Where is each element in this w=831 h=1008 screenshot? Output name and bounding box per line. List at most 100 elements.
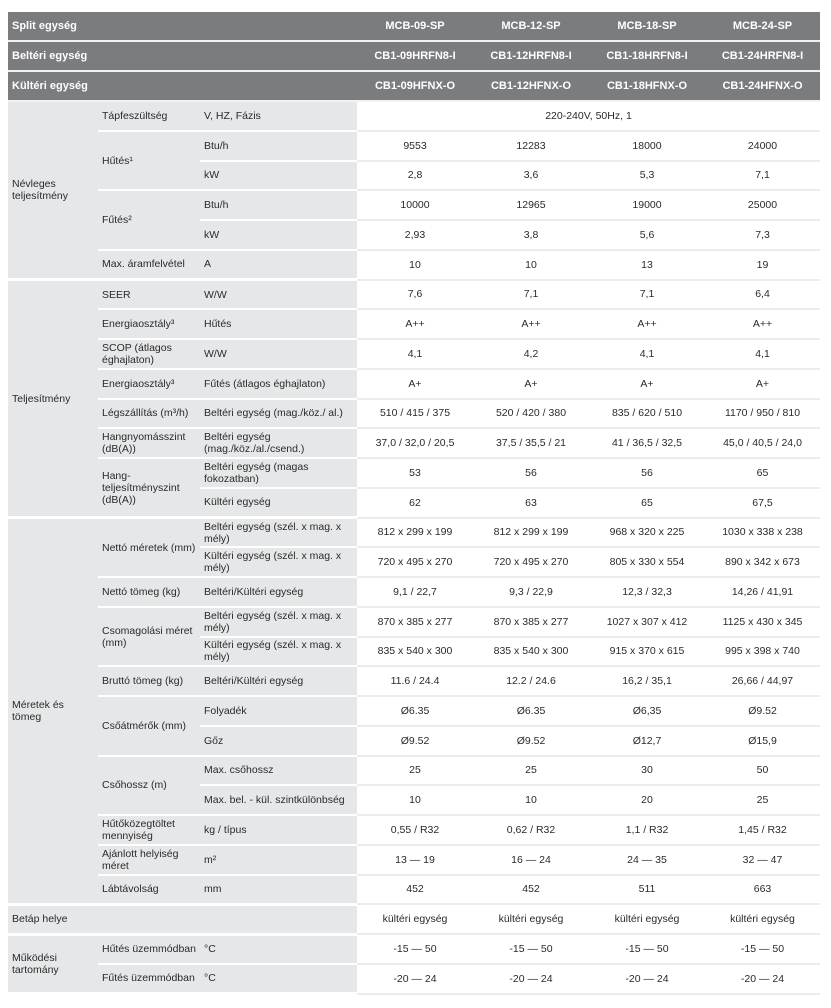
value-cell: 663 (705, 874, 820, 906)
value-cell: 452 (357, 874, 473, 906)
value-cell: 835 / 620 / 510 (589, 398, 705, 430)
value-cell: Ø6,35 (589, 696, 705, 727)
unit-label: A (200, 249, 357, 281)
value-cell: 720 x 495 x 270 (473, 547, 589, 578)
unit-label: Max. bel. - kül. szintkülönbség (200, 785, 357, 816)
table-row: Névleges teljesítmény Tápfeszültség V, HZ,… (8, 101, 820, 281)
table-row: Fűtés² Btu/h 10000 12965 19000 25000 (8, 190, 820, 251)
header-value: MCB-09-SP (357, 12, 473, 42)
value-cell: 10 (357, 785, 473, 816)
value-cell: 1030 x 338 x 238 (705, 517, 820, 549)
value-cell: 12,3 / 32,3 (589, 577, 705, 608)
unit-label: Folyadék (200, 696, 357, 727)
value-cell: 510 / 415 / 375 (357, 398, 473, 430)
value-cell: 7,3 (705, 220, 820, 251)
value-cell: 805 x 330 x 554 (589, 547, 705, 578)
section-label: Működési tartomány (8, 934, 98, 995)
value-cell: 25 (357, 755, 473, 787)
group-label: Nettó tömeg (kg) (98, 577, 200, 608)
value-cell: 56 (473, 458, 589, 489)
unit-label: Hűtés (200, 309, 357, 340)
value-cell: 7,1 (473, 279, 589, 311)
table-row: Ajánlott helyiség méret m² 13 — 19 16 — 24 2… (8, 844, 820, 876)
value-cell: 2,8 (357, 160, 473, 192)
value-cell: -20 — 24 (473, 963, 589, 995)
group-label: Lábtávolság (98, 874, 200, 906)
table-row: Hang-teljesítményszint (dB(A)) Beltéri eg… (8, 458, 820, 519)
group-label: Tápfeszültség (98, 101, 200, 132)
value-cell: 220-240V, 50Hz, 1 (357, 101, 820, 132)
section-label: Teljesítmény (8, 279, 98, 519)
table-row: Csőhossz (m) Max. csőhossz 25 25 30 50 (8, 755, 820, 816)
value-cell: 53 (357, 458, 473, 489)
unit-label: °C (200, 934, 357, 965)
group-label: Fűtés² (98, 190, 200, 251)
value-cell: 16,2 / 35,1 (589, 666, 705, 697)
value-cell: -15 — 50 (357, 934, 473, 965)
value-cell: 1,45 / R32 (705, 815, 820, 846)
table-row: Bruttó tömeg (kg) Beltéri/Kültéri egység 1… (8, 666, 820, 697)
table-row: Kültéri egység 62 63 65 67,5 (8, 487, 820, 519)
value-cell: 812 x 299 x 199 (357, 517, 473, 549)
value-cell: 1170 / 950 / 810 (705, 398, 820, 430)
value-cell: 4,1 (589, 339, 705, 370)
value-cell: Ø9.52 (357, 725, 473, 757)
value-cell: 812 x 299 x 199 (473, 517, 589, 549)
value-cell: 4,1 (357, 339, 473, 370)
value-cell: 12.2 / 24.6 (473, 666, 589, 697)
value-cell: 25 (705, 785, 820, 816)
value-cell: 2,93 (357, 220, 473, 251)
value-cell: 9553 (357, 130, 473, 162)
unit-label: Beltéri/Kültéri egység (200, 577, 357, 608)
value-cell: 7,6 (357, 279, 473, 311)
value-cell: kültéri egység (357, 904, 473, 935)
header-label: Kültéri egység (8, 71, 357, 102)
value-cell: 13 (589, 249, 705, 281)
spec-table: Split egység MCB-09-SP MCB-12-SP MCB-18-SP M… (8, 12, 820, 995)
table-row: Kültéri egység (szél. x mag. x mély) 835 … (8, 636, 820, 668)
value-cell: 1027 x 307 x 412 (589, 606, 705, 638)
value-cell: 37,5 / 35,5 / 21 (473, 428, 589, 459)
table-row: Max. áramfelvétel A 10 10 13 19 (8, 249, 820, 281)
value-cell: 13 — 19 (357, 844, 473, 876)
value-cell: 452 (473, 874, 589, 906)
header-row: Split egység MCB-09-SP MCB-12-SP MCB-18-SP M… (8, 12, 820, 42)
unit-label: Beltéri egység (szél. x mag. x mély) (200, 517, 357, 549)
unit-label: V, HZ, Fázis (200, 101, 357, 132)
table-row: Betáp helye kültéri egység kültéri egység k… (8, 904, 820, 936)
table-row: Energiaosztály³ Fűtés (átlagos éghajlaton… (8, 368, 820, 400)
group-label: Hang-teljesítményszint (dB(A)) (98, 458, 200, 519)
group-label: Bruttó tömeg (kg) (98, 666, 200, 697)
group-label: Csőátmérők (mm) (98, 696, 200, 757)
unit-label: Beltéri egység (szél. x mag. x mély) (200, 606, 357, 638)
value-cell: 5,3 (589, 160, 705, 192)
header-value: CB1-24HRFN8-I (705, 41, 820, 72)
table-row: Nettó tömeg (kg) Beltéri/Kültéri egység 9,… (8, 577, 820, 608)
table-row: Lábtávolság mm 452 452 511 663 (8, 874, 820, 906)
table-row: Hangnyomásszint (dB(A)) Beltéri egység (m… (8, 428, 820, 459)
unit-label: Kültéri egység (200, 487, 357, 519)
value-cell: 19 (705, 249, 820, 281)
group-label: Energiaosztály³ (98, 309, 200, 340)
header-value: CB1-12HFNX-O (473, 71, 589, 102)
value-cell: 5,6 (589, 220, 705, 251)
unit-label: °C (200, 963, 357, 995)
value-cell: 890 x 342 x 673 (705, 547, 820, 578)
value-cell: Ø15,9 (705, 725, 820, 757)
table-row: Hűtőközegtöltet mennyiség kg / típus 0,55 … (8, 815, 820, 846)
value-cell: 7,1 (589, 279, 705, 311)
header-value: CB1-24HFNX-O (705, 71, 820, 102)
value-cell: Ø6.35 (357, 696, 473, 727)
value-cell: -15 — 50 (705, 934, 820, 965)
group-label: Hűtés¹ (98, 130, 200, 192)
value-cell: -15 — 50 (589, 934, 705, 965)
value-cell: 720 x 495 x 270 (357, 547, 473, 578)
header-value: CB1-18HRFN8-I (589, 41, 705, 72)
header-value: CB1-09HFNX-O (357, 71, 473, 102)
unit-label: m² (200, 844, 357, 876)
table-row: Kültéri egység (szél. x mag. x mély) 720 … (8, 547, 820, 578)
value-cell: 3,8 (473, 220, 589, 251)
unit-label: Beltéri/Kültéri egység (200, 666, 357, 697)
value-cell: 835 x 540 x 300 (473, 636, 589, 668)
value-cell: -15 — 50 (473, 934, 589, 965)
